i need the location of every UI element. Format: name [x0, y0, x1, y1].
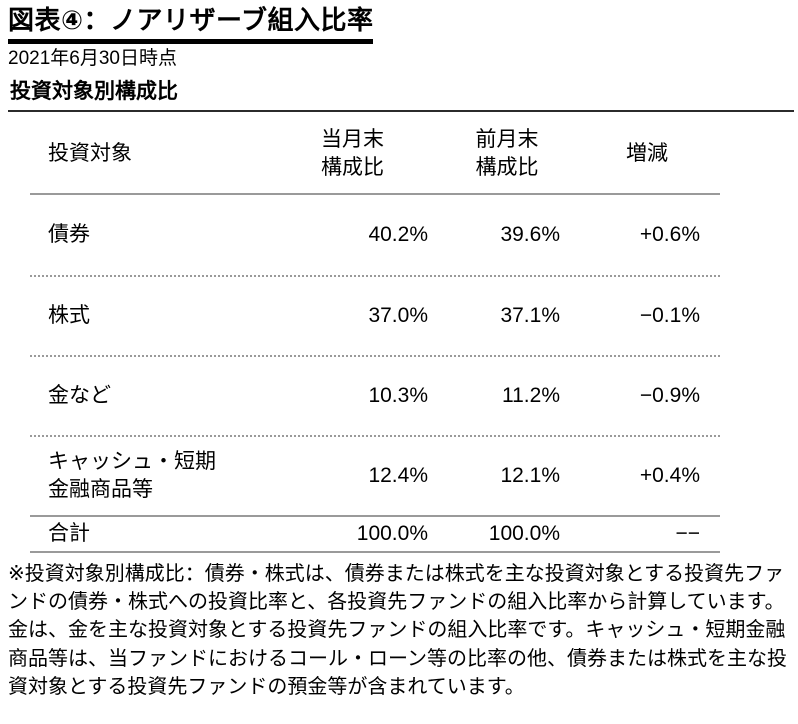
total-previous-month-value: 100.0% [488, 521, 560, 545]
row-label: キャッシュ・短期 金融商品等 [48, 450, 216, 501]
previous-month-value: 39.6% [500, 222, 560, 246]
table-row-gold: 金など 10.3% 11.2% −0.9% [30, 354, 720, 435]
row-label: 債券 [48, 222, 90, 246]
change-value: +0.4% [639, 463, 700, 487]
col-header-previous-month: 前月末 構成比 [475, 127, 539, 180]
section-title: 投資対象別構成比 [8, 79, 794, 112]
change-value: −0.1% [639, 303, 700, 327]
change-value: −0.9% [639, 383, 700, 407]
current-month-value: 10.3% [368, 383, 428, 407]
col-header-current-month: 当月末 構成比 [321, 127, 384, 180]
composition-table: 投資対象 当月末 構成比 前月末 構成比 増減 債券 40.2% 39.6% +… [30, 112, 720, 553]
row-label: 株式 [48, 303, 90, 327]
footnote-text: ※投資対象別構成比：債券・株式は、債券または株式を主な投資対象とする投資先ファン… [8, 562, 787, 699]
total-current-month-value: 100.0% [356, 521, 428, 545]
col-header-change: 増減 [626, 142, 668, 166]
table-row-total: 合計 100.0% 100.0% −− [30, 514, 720, 553]
table-row-bonds: 債券 40.2% 39.6% +0.6% [30, 195, 720, 275]
table-header-row: 投資対象 当月末 構成比 前月末 構成比 増減 [30, 112, 720, 195]
total-label: 合計 [48, 521, 90, 545]
previous-month-value: 11.2% [502, 383, 560, 407]
as-of-date: 2021年6月30日時点 [8, 47, 177, 69]
document-page: 図表④：ノアリザーブ組入比率 2021年6月30日時点 投資対象別構成比 投資対… [8, 5, 794, 699]
previous-month-value: 12.1% [500, 463, 560, 487]
current-month-value: 37.0% [368, 303, 428, 327]
row-label: 金など [48, 383, 111, 407]
change-value: +0.6% [639, 222, 700, 246]
current-month-value: 40.2% [368, 222, 428, 246]
total-change-value: −− [675, 521, 700, 545]
col-header-investment-target: 投資対象 [48, 142, 132, 166]
page-title: 図表④：ノアリザーブ組入比率 [8, 5, 374, 44]
table-row-cash: キャッシュ・短期 金融商品等 12.4% 12.1% +0.4% [30, 434, 720, 515]
previous-month-value: 37.1% [500, 303, 560, 327]
table-row-stocks: 株式 37.0% 37.1% −0.1% [30, 274, 720, 355]
current-month-value: 12.4% [368, 463, 428, 487]
